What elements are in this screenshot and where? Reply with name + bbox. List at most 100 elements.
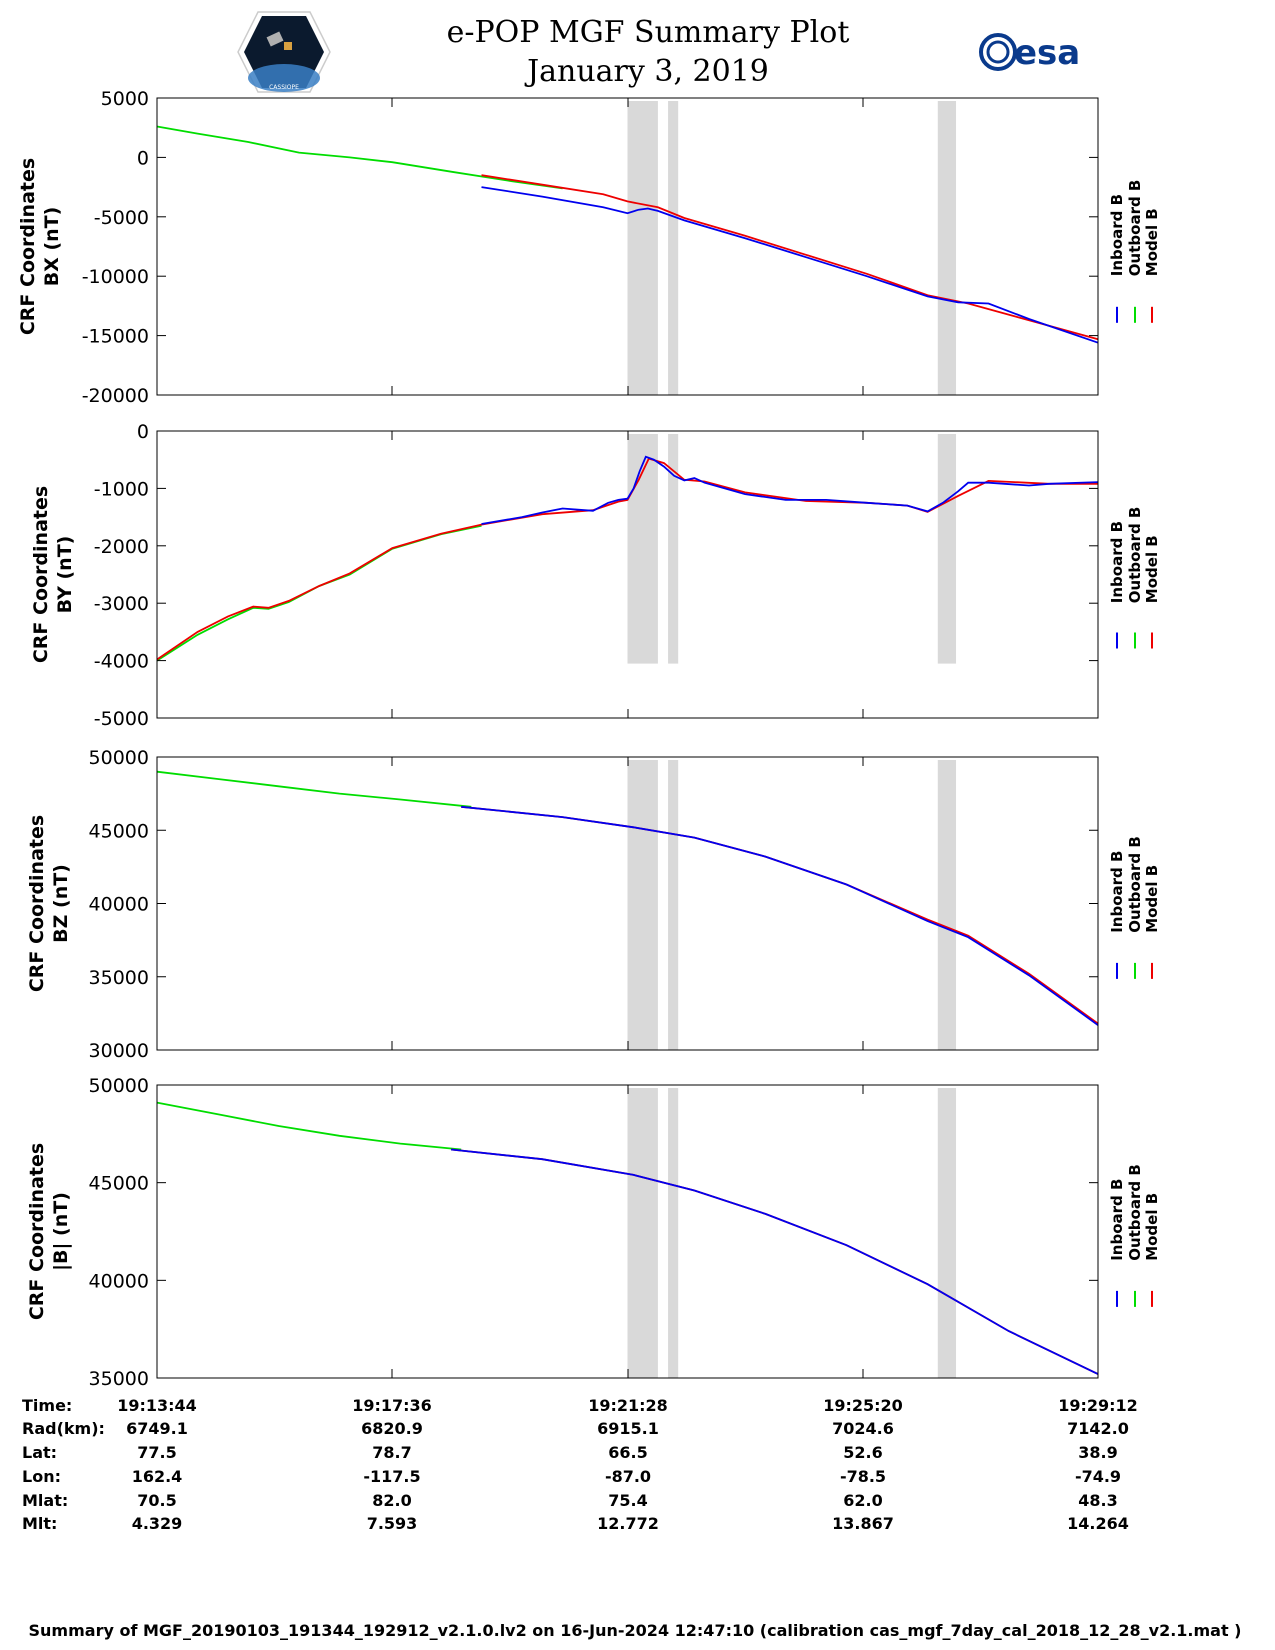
table-cell: 38.9: [1078, 1443, 1117, 1462]
y-tick-label: -10000: [82, 266, 149, 288]
table-cell: 75.4: [608, 1491, 647, 1510]
table-cell: -74.9: [1075, 1467, 1121, 1486]
table-cell: 6915.1: [597, 1419, 659, 1438]
data-gap-band: [627, 1088, 658, 1379]
cassiope-logo: CASSIOPE: [237, 11, 331, 93]
table-row-label: Rad(km):: [22, 1419, 105, 1438]
y-tick-label: -4000: [94, 651, 149, 673]
y-tick-label: -5000: [94, 708, 149, 730]
y-tick-label: 40000: [89, 894, 149, 916]
data-gap-band: [627, 434, 658, 664]
table-cell: 6749.1: [126, 1419, 188, 1438]
table-cell: -117.5: [363, 1467, 420, 1486]
legend: Inboard B Outboard B Model B: [1108, 507, 1161, 649]
table-cell: 19:29:12: [1058, 1396, 1138, 1415]
legend-label-outboard-b: Outboard B: [1126, 836, 1144, 933]
legend-label-inboard-b: Inboard B: [1108, 194, 1126, 276]
series-line-inboard-b: [451, 1148, 1099, 1375]
data-gap-band: [937, 101, 957, 396]
legend: Inboard B Outboard B Model B: [1108, 836, 1161, 979]
y-tick-label: 45000: [89, 1173, 149, 1195]
series-line-inboard-b: [481, 186, 1099, 344]
table-cell: 4.329: [132, 1514, 183, 1533]
y-tick-label: 45000: [89, 820, 149, 842]
y-tick-label: -20000: [82, 385, 149, 407]
table-cell: 162.4: [132, 1467, 183, 1486]
table-cell: 7024.6: [832, 1419, 894, 1438]
table-row-label: Time:: [22, 1396, 72, 1415]
table-cell: 19:21:28: [588, 1396, 668, 1415]
y-axis-label: CRF Coordinates |B| (nT): [26, 1143, 72, 1320]
footer-caption: Summary of MGF_20190103_191344_192912_v2…: [29, 1621, 1242, 1640]
table-cell: 19:25:20: [823, 1396, 903, 1415]
table-cell: 66.5: [608, 1443, 647, 1462]
orbit-info-table: Time: Rad(km): Lat: Lon: Mlat: Mlt: 19:13:44 67…: [22, 1396, 1138, 1533]
table-cell: 12.772: [597, 1514, 659, 1533]
panel-2: 0 -1000 -2000 -3000 -4000 -5000 CRF Coordinate…: [30, 421, 1161, 730]
table-row-label: Lon:: [22, 1467, 61, 1486]
panel-3: 50000 45000 40000 35000 30000 CRF Coordinates…: [26, 747, 1161, 1062]
series-line-model-b: [461, 805, 1099, 1025]
table-cell: 82.0: [372, 1491, 411, 1510]
legend: Inboard B Outboard B Model B: [1108, 1164, 1161, 1307]
series-line-inboard-b: [461, 805, 1099, 1026]
data-gap-band: [627, 760, 658, 1051]
y-tick-label: 50000: [89, 747, 149, 769]
data-gap-band: [668, 101, 679, 396]
data-gap-band: [627, 101, 658, 396]
legend-label-inboard-b: Inboard B: [1108, 521, 1126, 603]
table-cell: -78.5: [840, 1467, 886, 1486]
y-tick-label: -2000: [94, 536, 149, 558]
y-axis-label: CRF Coordinates BY (nT): [30, 486, 76, 663]
chart-date: January 3, 2019: [524, 54, 769, 89]
y-tick-label: 5000: [101, 88, 149, 110]
y-tick-label: -3000: [94, 593, 149, 615]
table-cell: 6820.9: [361, 1419, 423, 1438]
table-cell: 77.5: [137, 1443, 176, 1462]
legend-label-model-b: Model B: [1143, 1193, 1161, 1261]
table-cell: 52.6: [843, 1443, 882, 1462]
data-gap-band: [668, 1088, 679, 1379]
series-line-outboard-b: [156, 524, 482, 662]
table-cell: 13.867: [832, 1514, 894, 1533]
series-line-model-b: [481, 174, 1099, 341]
legend-label-inboard-b: Inboard B: [1108, 851, 1126, 933]
table-cell: 7142.0: [1067, 1419, 1129, 1438]
table-cell: 19:17:36: [352, 1396, 432, 1415]
legend-label-model-b: Model B: [1143, 208, 1161, 276]
svg-text:CASSIOPE: CASSIOPE: [269, 84, 299, 91]
legend-label-inboard-b: Inboard B: [1108, 1179, 1126, 1261]
series-line-inboard-b: [481, 455, 1099, 525]
legend-label-outboard-b: Outboard B: [1126, 507, 1144, 604]
table-cell: -87.0: [605, 1467, 651, 1486]
table-cell: 70.5: [137, 1491, 176, 1510]
panel-1: 5000 0 -5000 -10000 -15000 -20000 CRF Coordina…: [17, 88, 1161, 407]
chart-title: e-POP MGF Summary Plot: [447, 15, 850, 50]
y-axis-label: CRF Coordinates BX (nT): [17, 158, 63, 335]
legend-label-outboard-b: Outboard B: [1126, 180, 1144, 277]
table-cell: 62.0: [843, 1491, 882, 1510]
table-cell: 48.3: [1078, 1491, 1117, 1510]
table-row-label: Mlt:: [22, 1514, 57, 1533]
series-line-outboard-b: [156, 1101, 462, 1151]
y-tick-label: 0: [137, 147, 149, 169]
panel-4: 50000 45000 40000 35000 CRF Coordinates |B| (…: [26, 1075, 1161, 1390]
table-cell: 19:13:44: [117, 1396, 197, 1415]
y-tick-label: 0: [137, 421, 149, 443]
esa-logo: esa: [979, 33, 1080, 73]
data-gap-band: [937, 760, 957, 1051]
table-cell: 14.264: [1067, 1514, 1129, 1533]
table-cell: 78.7: [372, 1443, 411, 1462]
series-line-outboard-b: [156, 770, 472, 808]
series-line-outboard-b: [156, 125, 563, 190]
data-gap-band: [937, 1088, 957, 1379]
y-axis-label: CRF Coordinates BZ (nT): [26, 815, 72, 992]
y-tick-label: -15000: [82, 326, 149, 348]
y-tick-label: 50000: [89, 1075, 149, 1097]
y-tick-label: 35000: [89, 967, 149, 989]
y-tick-label: -5000: [94, 207, 149, 229]
y-tick-label: 30000: [89, 1040, 149, 1062]
legend: Inboard B Outboard B Model B: [1108, 180, 1161, 323]
table-row-label: Mlat:: [22, 1491, 68, 1510]
